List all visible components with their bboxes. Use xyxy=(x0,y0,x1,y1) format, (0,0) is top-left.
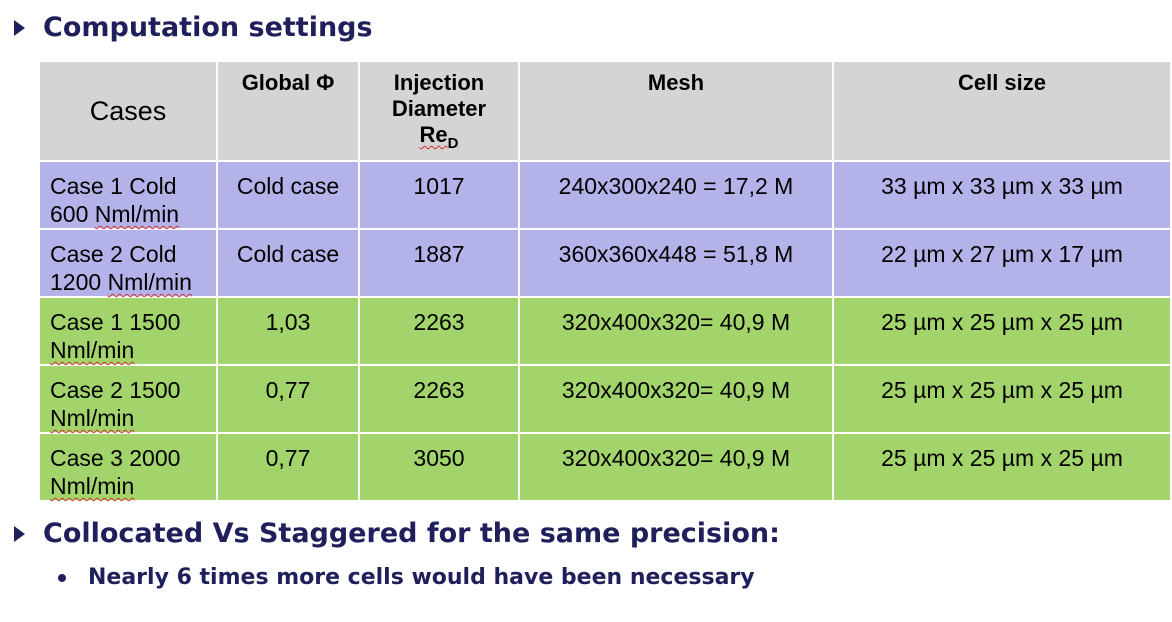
header-mesh: Mesh xyxy=(518,60,834,162)
cell-injection: 3050 xyxy=(358,432,520,502)
header-injection-diameter: Injection Diameter ReD xyxy=(358,60,520,162)
case-line2: Nml/min xyxy=(50,472,216,500)
cell-mesh: 240x300x240 = 17,2 M xyxy=(518,160,834,230)
cell-global-phi: 0,77 xyxy=(216,432,360,502)
triangle-bullet-icon xyxy=(14,525,25,542)
case-line2: Nml/min xyxy=(50,404,216,432)
bullet-text: Nearly 6 times more cells would have bee… xyxy=(88,565,755,590)
heading-text: Computation settings xyxy=(43,12,373,43)
cell-global-phi: Cold case xyxy=(216,160,360,230)
case-line2-unit: Nml/min xyxy=(50,473,135,499)
case-line2-prefix: 1200 xyxy=(50,269,108,295)
round-bullet-icon xyxy=(58,573,66,582)
table-row: Case 3 2000 Nml/min 0,77 3050 320x400x32… xyxy=(38,432,1172,502)
re-subscript: D xyxy=(447,135,459,152)
cell-case: Case 3 2000 Nml/min xyxy=(38,432,218,502)
cell-mesh: 320x400x320= 40,9 M xyxy=(518,296,834,366)
triangle-bullet-icon xyxy=(14,19,25,36)
cell-case: Case 2 1500 Nml/min xyxy=(38,364,218,434)
case-line2-unit: Nml/min xyxy=(107,269,192,295)
cell-injection: 2263 xyxy=(358,364,520,434)
cell-injection: 1887 xyxy=(358,228,520,298)
computation-settings-table: Cases Global Φ Injection Diameter ReD Me… xyxy=(38,60,1172,502)
case-line1: Case 1 Cold xyxy=(50,173,177,199)
case-line1: Case 2 1500 xyxy=(50,377,181,403)
case-line2: 600 Nml/min xyxy=(50,200,216,228)
section-heading-computation-settings: Computation settings xyxy=(14,12,373,43)
cell-case: Case 2 Cold 1200 Nml/min xyxy=(38,228,218,298)
case-line2-unit: Nml/min xyxy=(50,337,135,363)
cell-global-phi: 1,03 xyxy=(216,296,360,366)
table-header-row: Cases Global Φ Injection Diameter ReD Me… xyxy=(38,60,1172,162)
cell-size: 25 µm x 25 µm x 25 µm xyxy=(832,296,1172,366)
case-line1: Case 1 1500 xyxy=(50,309,181,335)
section-heading-collocated-vs-staggered: Collocated Vs Staggered for the same pre… xyxy=(14,518,780,549)
case-line1: Case 3 2000 xyxy=(50,445,181,471)
header-global-phi: Global Φ xyxy=(216,60,360,162)
header-injection-line2: Diameter xyxy=(391,96,487,121)
cell-global-phi: Cold case xyxy=(216,228,360,298)
header-re-text: ReD xyxy=(419,122,459,152)
cell-injection: 2263 xyxy=(358,296,520,366)
cell-size: 22 µm x 27 µm x 17 µm xyxy=(832,228,1172,298)
case-line2: 1200 Nml/min xyxy=(50,268,216,296)
cell-size: 25 µm x 25 µm x 25 µm xyxy=(832,364,1172,434)
cell-injection: 1017 xyxy=(358,160,520,230)
cell-case: Case 1 1500 Nml/min xyxy=(38,296,218,366)
cell-case: Case 1 Cold 600 Nml/min xyxy=(38,160,218,230)
table-row: Case 2 1500 Nml/min 0,77 2263 320x400x32… xyxy=(38,364,1172,434)
case-line2-prefix: 600 xyxy=(50,201,95,227)
header-cell-size: Cell size xyxy=(832,60,1172,162)
cell-mesh: 320x400x320= 40,9 M xyxy=(518,364,834,434)
header-injection-line1: Injection xyxy=(393,70,485,95)
cell-mesh: 320x400x320= 40,9 M xyxy=(518,432,834,502)
case-line1: Case 2 Cold xyxy=(50,241,177,267)
header-injection-re: ReD xyxy=(360,122,518,152)
case-line2: Nml/min xyxy=(50,336,216,364)
re-label: Re xyxy=(419,122,448,147)
cell-mesh: 360x360x448 = 51,8 M xyxy=(518,228,834,298)
heading-text: Collocated Vs Staggered for the same pre… xyxy=(43,518,780,549)
table-row: Case 2 Cold 1200 Nml/min Cold case 1887 … xyxy=(38,228,1172,298)
cell-size: 25 µm x 25 µm x 25 µm xyxy=(832,432,1172,502)
cell-global-phi: 0,77 xyxy=(216,364,360,434)
table-row: Case 1 Cold 600 Nml/min Cold case 1017 2… xyxy=(38,160,1172,230)
bullet-point: Nearly 6 times more cells would have bee… xyxy=(58,565,755,590)
table-row: Case 1 1500 Nml/min 1,03 2263 320x400x32… xyxy=(38,296,1172,366)
case-line2-unit: Nml/min xyxy=(50,405,135,431)
cell-size: 33 µm x 33 µm x 33 µm xyxy=(832,160,1172,230)
header-cases: Cases xyxy=(38,60,218,162)
case-line2-unit: Nml/min xyxy=(94,201,180,227)
